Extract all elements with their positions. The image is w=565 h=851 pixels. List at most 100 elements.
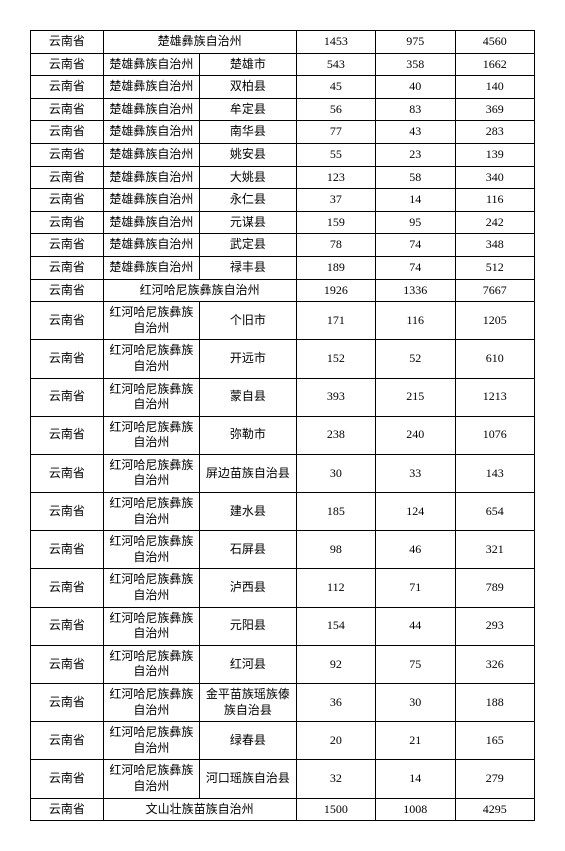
province-cell: 云南省 [31,211,104,234]
county-cell: 泸西县 [200,569,296,607]
prefecture-cell: 楚雄彝族自治州 [103,121,199,144]
value-cell: 36 [296,684,375,722]
county-cell: 武定县 [200,234,296,257]
value-cell: 58 [376,166,455,189]
prefecture-cell: 楚雄彝族自治州 [103,76,199,99]
province-cell: 云南省 [31,722,104,760]
value-cell: 185 [296,493,375,531]
value-cell: 32 [296,760,375,798]
value-cell: 56 [296,98,375,121]
value-cell: 242 [455,211,534,234]
table-row: 云南省红河哈尼族彝族自治州绿春县2021165 [31,722,535,760]
value-cell: 1205 [455,302,534,340]
county-cell: 蒙自县 [200,378,296,416]
province-cell: 云南省 [31,340,104,378]
county-cell: 建水县 [200,493,296,531]
value-cell: 1500 [296,798,375,821]
table-row: 云南省红河哈尼族彝族自治州开远市15252610 [31,340,535,378]
prefecture-cell: 红河哈尼族彝族自治州 [103,340,199,378]
value-cell: 512 [455,256,534,279]
value-cell: 154 [296,607,375,645]
province-cell: 云南省 [31,121,104,144]
value-cell: 1076 [455,416,534,454]
county-cell: 禄丰县 [200,256,296,279]
prefecture-cell: 楚雄彝族自治州 [103,189,199,212]
value-cell: 74 [376,234,455,257]
province-cell: 云南省 [31,493,104,531]
value-cell: 116 [455,189,534,212]
value-cell: 283 [455,121,534,144]
county-cell: 红河县 [200,645,296,683]
prefecture-cell: 红河哈尼族彝族自治州 [103,378,199,416]
table-row: 云南省楚雄彝族自治州武定县7874348 [31,234,535,257]
value-cell: 171 [296,302,375,340]
value-cell: 654 [455,493,534,531]
prefecture-cell: 红河哈尼族彝族自治州 [103,684,199,722]
value-cell: 83 [376,98,455,121]
table-row: 云南省楚雄彝族自治州楚雄市5433581662 [31,53,535,76]
value-cell: 1662 [455,53,534,76]
value-cell: 21 [376,722,455,760]
value-cell: 23 [376,143,455,166]
province-cell: 云南省 [31,454,104,492]
value-cell: 340 [455,166,534,189]
table-row: 云南省楚雄彝族自治州永仁县3714116 [31,189,535,212]
data-table: 云南省楚雄彝族自治州14539754560云南省楚雄彝族自治州楚雄市543358… [30,30,535,821]
table-row: 云南省红河哈尼族彝族自治州弥勒市2382401076 [31,416,535,454]
county-cell: 永仁县 [200,189,296,212]
county-cell: 牟定县 [200,98,296,121]
table-row: 云南省楚雄彝族自治州元谋县15995242 [31,211,535,234]
province-cell: 云南省 [31,31,104,54]
county-cell: 个旧市 [200,302,296,340]
table-row: 云南省楚雄彝族自治州牟定县5683369 [31,98,535,121]
prefecture-cell: 红河哈尼族彝族自治州 [103,569,199,607]
table-row: 云南省楚雄彝族自治州双柏县4540140 [31,76,535,99]
value-cell: 55 [296,143,375,166]
value-cell: 1926 [296,279,375,302]
county-cell: 大姚县 [200,166,296,189]
prefecture-summary-cell: 文山壮族苗族自治州 [103,798,296,821]
value-cell: 30 [376,684,455,722]
prefecture-cell: 红河哈尼族彝族自治州 [103,493,199,531]
prefecture-cell: 楚雄彝族自治州 [103,53,199,76]
county-cell: 姚安县 [200,143,296,166]
province-cell: 云南省 [31,189,104,212]
province-cell: 云南省 [31,302,104,340]
county-cell: 开远市 [200,340,296,378]
prefecture-cell: 红河哈尼族彝族自治州 [103,760,199,798]
value-cell: 40 [376,76,455,99]
value-cell: 215 [376,378,455,416]
value-cell: 326 [455,645,534,683]
county-cell: 元阳县 [200,607,296,645]
value-cell: 46 [376,531,455,569]
value-cell: 4560 [455,31,534,54]
table-row: 云南省红河哈尼族彝族自治州石屏县9846321 [31,531,535,569]
value-cell: 143 [455,454,534,492]
value-cell: 116 [376,302,455,340]
prefecture-cell: 楚雄彝族自治州 [103,234,199,257]
value-cell: 33 [376,454,455,492]
province-cell: 云南省 [31,416,104,454]
table-row: 云南省红河哈尼族彝族自治州河口瑶族自治县3214279 [31,760,535,798]
table-row: 云南省红河哈尼族彝族自治州红河县9275326 [31,645,535,683]
prefecture-cell: 楚雄彝族自治州 [103,98,199,121]
value-cell: 152 [296,340,375,378]
county-cell: 南华县 [200,121,296,144]
value-cell: 240 [376,416,455,454]
province-cell: 云南省 [31,569,104,607]
value-cell: 348 [455,234,534,257]
prefecture-cell: 红河哈尼族彝族自治州 [103,645,199,683]
value-cell: 139 [455,143,534,166]
province-cell: 云南省 [31,378,104,416]
table-row: 云南省红河哈尼族彝族自治州个旧市1711161205 [31,302,535,340]
province-cell: 云南省 [31,607,104,645]
prefecture-cell: 红河哈尼族彝族自治州 [103,454,199,492]
prefecture-cell: 红河哈尼族彝族自治州 [103,531,199,569]
value-cell: 369 [455,98,534,121]
value-cell: 123 [296,166,375,189]
value-cell: 71 [376,569,455,607]
value-cell: 14 [376,760,455,798]
county-cell: 河口瑶族自治县 [200,760,296,798]
table-row: 云南省楚雄彝族自治州南华县7743283 [31,121,535,144]
county-cell: 弥勒市 [200,416,296,454]
